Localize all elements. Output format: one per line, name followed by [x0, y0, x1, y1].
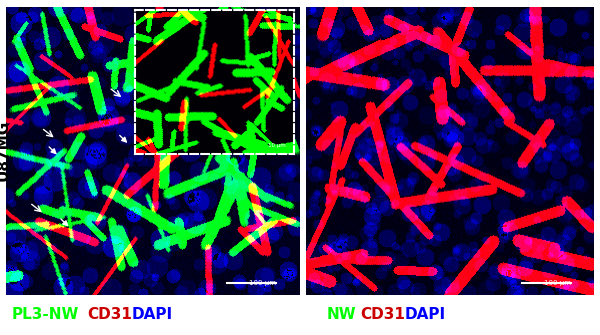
Text: PL3-NW: PL3-NW [12, 307, 79, 322]
Text: NW: NW [327, 307, 356, 322]
Text: 100 μm: 100 μm [544, 280, 571, 286]
Text: CD31: CD31 [87, 307, 132, 322]
Text: DAPI: DAPI [132, 307, 173, 322]
Text: 100 μm: 100 μm [250, 280, 277, 286]
Text: CD31: CD31 [360, 307, 405, 322]
Text: DAPI: DAPI [405, 307, 446, 322]
Text: U87MG: U87MG [0, 120, 11, 181]
